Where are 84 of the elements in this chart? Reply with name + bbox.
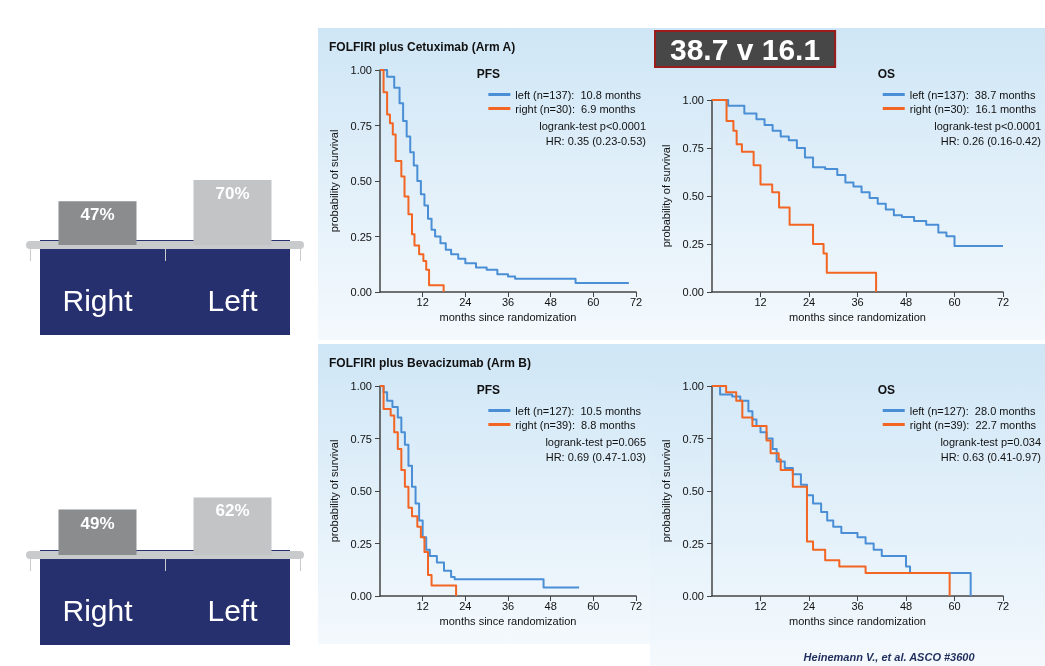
legend-label: left (n=137): 38.7 months <box>909 88 1036 101</box>
y-axis-title: probability of survival <box>660 144 673 248</box>
x-tick-label: 48 <box>544 295 557 308</box>
x-tick-label: 12 <box>416 295 429 308</box>
x-tick-label: Left <box>207 283 259 317</box>
x-axis-title: months since randomization <box>789 311 926 324</box>
legend-title: PFS <box>476 383 501 397</box>
x-tick-label: 24 <box>802 599 816 612</box>
x-tick-label: 72 <box>629 599 643 612</box>
y-tick-label: 0.75 <box>682 142 704 154</box>
y-tick-label: 0.00 <box>350 590 372 602</box>
legend-label: left (n=127): 10.5 months <box>515 404 642 417</box>
x-tick-label: 12 <box>754 599 767 612</box>
x-tick-label: 72 <box>996 599 1010 612</box>
y-tick-label: 0.50 <box>682 190 704 202</box>
text: 38.7 v 16.1 <box>670 32 821 66</box>
x-tick-label: 60 <box>587 295 600 308</box>
legend-title: PFS <box>476 67 501 81</box>
legend-label: right (n=30): 16.1 months <box>909 102 1037 115</box>
annotation: HR: 0.69 (0.47-1.03) <box>545 450 647 463</box>
x-tick-label: 12 <box>754 295 767 308</box>
annotation: logrank-test p<0.0001 <box>934 119 1042 132</box>
x-tick-label: 24 <box>459 599 472 612</box>
annotation: HR: 0.63 (0.41-0.97) <box>940 450 1042 463</box>
y-tick-label: 1.00 <box>350 380 372 392</box>
x-tick-label: 72 <box>629 295 643 308</box>
x-tick-label: 60 <box>948 599 961 612</box>
text: Heinemann V., et al. ASCO #3600 <box>803 650 976 663</box>
x-tick-label: Right <box>62 283 134 317</box>
y-tick-label: 0.75 <box>350 119 372 132</box>
y-axis-title: probability of survival <box>660 439 673 543</box>
x-tick-label: 48 <box>899 295 913 308</box>
y-tick-label: 0.75 <box>682 432 704 445</box>
y-tick-label: 0.75 <box>350 432 372 445</box>
y-axis-title: probability of survival <box>328 129 341 233</box>
x-tick-label: Left <box>207 593 259 627</box>
legend-label: left (n=127): 28.0 months <box>909 404 1036 417</box>
legend-title: OS <box>877 67 896 81</box>
y-tick-label: 0.25 <box>682 238 704 250</box>
legend-label: right (n=30): 6.9 months <box>515 102 636 115</box>
annotation: logrank-test p<0.0001 <box>539 119 647 132</box>
legend-label: right (n=39): 22.7 months <box>909 418 1037 431</box>
x-axis-title: months since randomization <box>439 615 577 628</box>
y-tick-label: 0.00 <box>682 590 704 602</box>
x-tick-label: 24 <box>802 295 816 308</box>
y-tick-label: 0.00 <box>350 286 372 298</box>
legend-label: right (n=39): 8.8 months <box>515 418 636 431</box>
x-tick-label: 60 <box>587 599 600 612</box>
x-tick-label: 60 <box>948 295 961 308</box>
y-tick-label: 0.25 <box>682 537 704 550</box>
x-axis-title: months since randomization <box>789 615 926 628</box>
y-tick-label: 1.00 <box>682 380 704 392</box>
x-tick-label: 24 <box>459 295 472 308</box>
x-tick-label: 36 <box>501 295 515 308</box>
annotation: HR: 0.26 (0.16-0.42) <box>940 134 1042 147</box>
y-tick-label: 0.25 <box>350 537 372 550</box>
annotation: logrank-test p=0.065 <box>545 435 647 448</box>
y-tick-label: 0.50 <box>350 175 372 187</box>
x-tick-label: 48 <box>899 599 913 612</box>
x-axis-title: months since randomization <box>439 311 577 324</box>
y-tick-label: 0.00 <box>682 286 704 298</box>
x-tick-label: 12 <box>416 599 429 612</box>
x-tick-label: 36 <box>851 295 864 308</box>
y-tick-label: 0.50 <box>682 485 704 497</box>
x-tick-label: 36 <box>851 599 864 612</box>
data-label: 49% <box>80 513 115 533</box>
chart-title: FOLFIRI plus Bevacizumab (Arm B) <box>329 356 532 370</box>
annotation: HR: 0.35 (0.23-0.53) <box>545 134 647 147</box>
legend-label: left (n=137): 10.8 months <box>515 88 642 101</box>
x-tick-label: 48 <box>544 599 557 612</box>
y-tick-label: 0.50 <box>350 485 372 497</box>
x-tick-label: Right <box>62 593 134 627</box>
data-label: 62% <box>215 501 250 521</box>
annotation: logrank-test p=0.034 <box>940 435 1042 448</box>
y-tick-label: 0.25 <box>350 230 372 243</box>
x-tick-label: 36 <box>501 599 515 612</box>
x-tick-label: 72 <box>996 295 1010 308</box>
y-tick-label: 1.00 <box>682 94 704 106</box>
chart-title: FOLFIRI plus Cetuximab (Arm A) <box>329 40 516 54</box>
y-axis-title: probability of survival <box>328 439 341 543</box>
y-tick-label: 1.00 <box>350 64 372 76</box>
legend-title: OS <box>877 383 896 397</box>
data-label: 70% <box>215 184 250 203</box>
data-label: 47% <box>80 205 115 225</box>
